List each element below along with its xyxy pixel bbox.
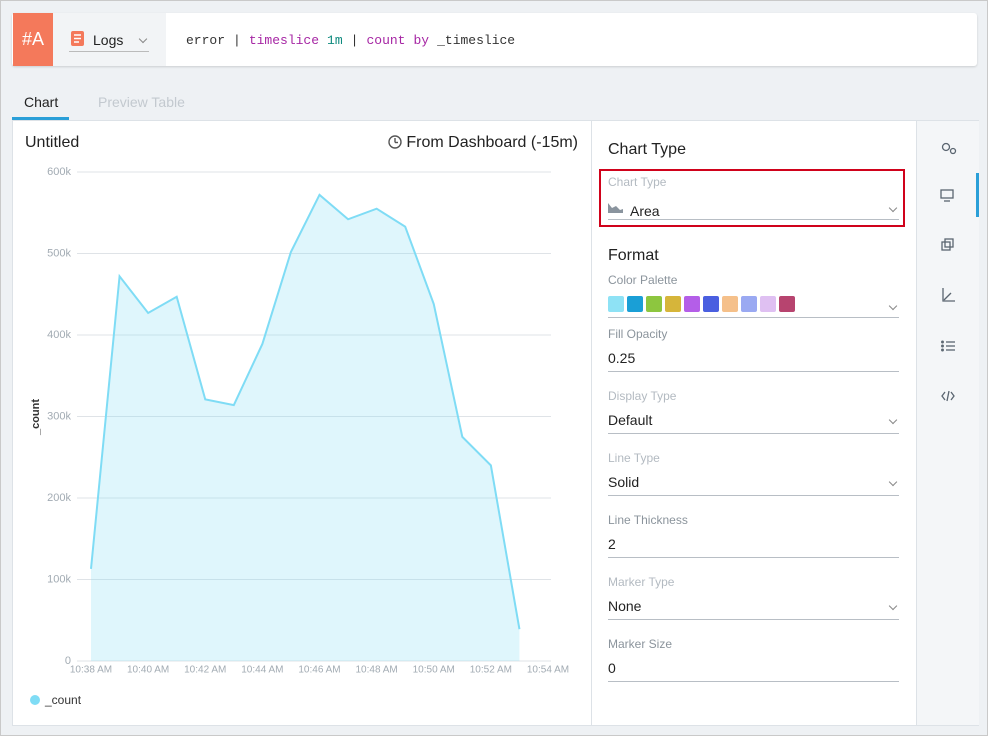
logs-icon xyxy=(71,31,84,46)
y-tick-label: 100k xyxy=(47,573,71,585)
y-tick-label: 200k xyxy=(47,492,71,504)
query-token: | xyxy=(233,33,241,48)
query-text[interactable]: error | timeslice 1m | count by _timeslice xyxy=(186,33,523,48)
field-label: Line Thickness xyxy=(608,513,688,527)
gears-icon[interactable] xyxy=(941,142,957,155)
field-label: Marker Type xyxy=(608,575,675,589)
underline xyxy=(69,51,149,52)
tab[interactable]: Chart xyxy=(24,94,59,110)
underline xyxy=(608,219,899,220)
chart-type-field[interactable]: Chart Type Area xyxy=(599,169,905,227)
chevron xyxy=(888,415,898,425)
x-tick-label: 10:40 AM xyxy=(127,665,169,676)
field-label: Color Palette xyxy=(608,273,678,287)
y-tick-label: 600k xyxy=(47,166,71,178)
area-icon xyxy=(608,203,623,213)
query-token: error xyxy=(186,33,226,48)
palette-swatch[interactable] xyxy=(684,296,700,312)
field-value[interactable]: Default xyxy=(608,412,653,428)
time-range: From Dashboard (-15m) xyxy=(406,134,578,151)
area xyxy=(91,194,520,661)
palette-swatch[interactable] xyxy=(741,296,757,312)
list-icon[interactable] xyxy=(941,340,955,352)
query-bar: #A Logs error | timeslice 1m | count by _timesl… xyxy=(12,13,977,66)
field-value[interactable]: 0 xyxy=(608,660,616,676)
chart: Untitled From Dashboard (-15m) _count 01… xyxy=(25,134,578,707)
x-tick-label: 10:50 AM xyxy=(413,665,455,676)
y-tick-label: 0 xyxy=(65,655,71,667)
sidebar-icons xyxy=(940,142,979,402)
x-tick-label: 10:44 AM xyxy=(241,665,283,676)
palette-swatch[interactable] xyxy=(627,296,643,312)
query-id: #A xyxy=(13,13,53,66)
sidebar xyxy=(916,121,979,725)
query-token: count xyxy=(366,33,406,48)
palette-swatch[interactable] xyxy=(722,296,738,312)
active-indicator xyxy=(976,173,979,217)
chart-title: Untitled xyxy=(25,134,79,151)
field-value[interactable]: None xyxy=(608,598,642,614)
chevron xyxy=(888,301,898,311)
palette-swatch[interactable] xyxy=(646,296,662,312)
y-axis-label: _count xyxy=(30,399,42,436)
x-tick-label: 10:42 AM xyxy=(184,665,226,676)
field-value[interactable]: 2 xyxy=(608,536,616,552)
field-label: Line Type xyxy=(608,451,660,465)
x-tick-label: 10:48 AM xyxy=(355,665,397,676)
source-selector[interactable]: Logs xyxy=(53,13,166,66)
legend-label: _count xyxy=(44,693,82,707)
x-tick-label: 10:46 AM xyxy=(298,665,340,676)
x-tick-label: 10:54 AM xyxy=(527,665,569,676)
field-label: Chart Type xyxy=(608,175,667,189)
palette-swatch[interactable] xyxy=(779,296,795,312)
palette-swatch[interactable] xyxy=(760,296,776,312)
field-label: Fill Opacity xyxy=(608,327,668,341)
chevron xyxy=(138,34,148,44)
palette-swatch[interactable] xyxy=(703,296,719,312)
y-tick-label: 500k xyxy=(47,247,71,259)
y-tick-label: 400k xyxy=(47,329,71,341)
clock-icon xyxy=(388,135,402,149)
query-token: 1m xyxy=(327,33,343,48)
settings: Chart Type Chart Type Area Format Color Pale… xyxy=(592,121,916,725)
underline xyxy=(608,681,899,682)
underline xyxy=(608,433,899,434)
palette-swatch[interactable] xyxy=(665,296,681,312)
x-tick-label: 10:52 AM xyxy=(470,665,512,676)
field-value[interactable]: Solid xyxy=(608,474,640,490)
underline xyxy=(608,317,899,318)
tab[interactable]: Preview Table xyxy=(98,94,185,110)
underline xyxy=(608,619,899,620)
code-icon[interactable] xyxy=(941,390,955,402)
chevron xyxy=(888,477,898,487)
chevron xyxy=(888,203,898,213)
section-heading: Chart Type xyxy=(608,141,686,158)
y-tick-label: 300k xyxy=(47,410,71,422)
field-label: Marker Size xyxy=(608,637,673,651)
field-value: Area xyxy=(630,203,660,219)
tab-indicator xyxy=(12,117,69,120)
query-token: by xyxy=(413,33,430,48)
underline xyxy=(608,495,899,496)
line xyxy=(90,193,521,630)
source-label: Logs xyxy=(93,32,124,48)
underline xyxy=(608,557,899,558)
axes-icon[interactable] xyxy=(942,288,955,302)
field-label: Display Type xyxy=(608,389,677,403)
section-heading: Format xyxy=(608,247,659,264)
field-value[interactable]: 0.25 xyxy=(608,350,636,366)
query-token: timeslice xyxy=(248,33,320,48)
query-token: | xyxy=(350,33,359,48)
underline xyxy=(608,371,899,372)
layers-icon[interactable] xyxy=(941,238,954,251)
palette-swatch[interactable] xyxy=(608,296,624,312)
divider xyxy=(591,121,592,725)
x-tick-label: 10:38 AM xyxy=(70,665,112,676)
legend-swatch xyxy=(30,695,40,705)
chevron xyxy=(888,601,898,611)
display-icon[interactable] xyxy=(940,189,954,202)
query-token: _timeslice xyxy=(437,33,516,48)
